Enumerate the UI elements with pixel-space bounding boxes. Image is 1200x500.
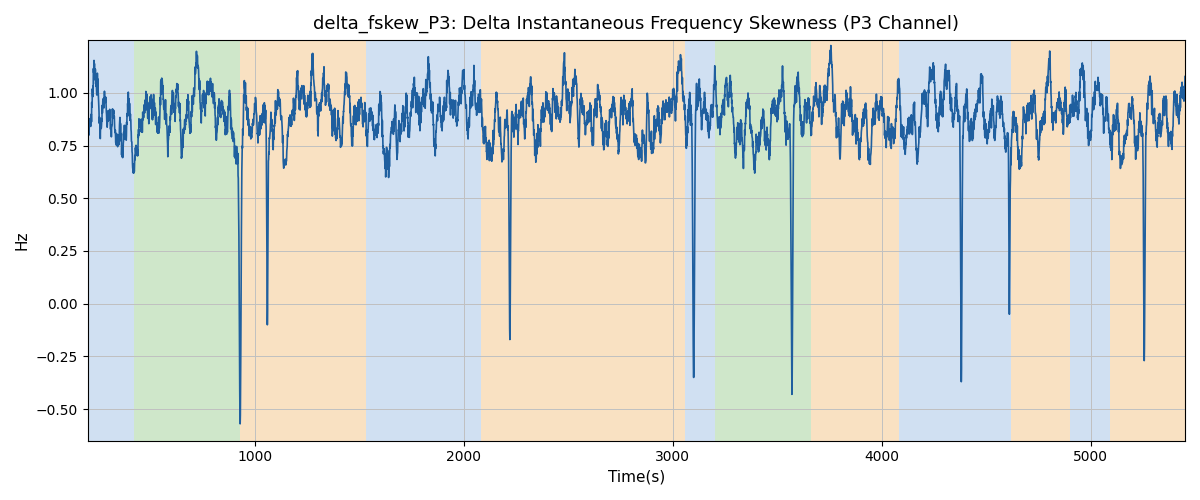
Bar xyxy=(1110,40,1184,440)
Bar xyxy=(366,40,480,440)
X-axis label: Time(s): Time(s) xyxy=(607,470,665,485)
Bar xyxy=(811,40,899,440)
Bar xyxy=(88,40,133,440)
Y-axis label: Hz: Hz xyxy=(14,230,30,250)
Bar xyxy=(1012,40,1070,440)
Bar xyxy=(133,40,240,440)
Bar xyxy=(1070,40,1110,440)
Bar xyxy=(480,40,685,440)
Bar xyxy=(685,40,715,440)
Bar xyxy=(715,40,811,440)
Bar xyxy=(899,40,1012,440)
Title: delta_fskew_P3: Delta Instantaneous Frequency Skewness (P3 Channel): delta_fskew_P3: Delta Instantaneous Freq… xyxy=(313,15,959,34)
Bar xyxy=(240,40,366,440)
